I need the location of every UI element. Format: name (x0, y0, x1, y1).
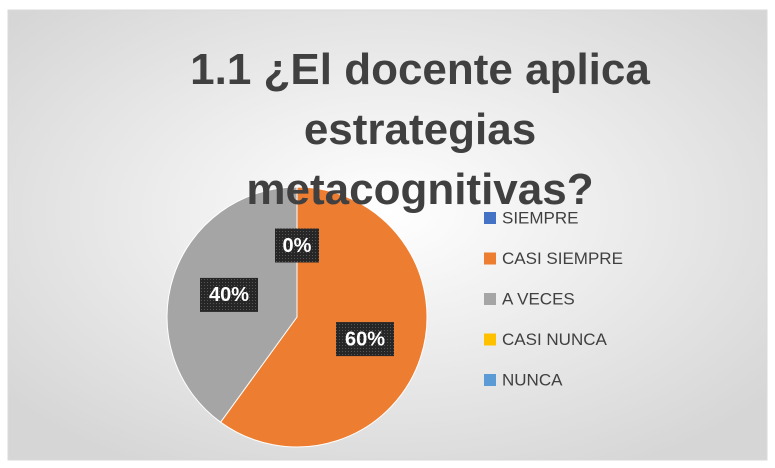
data-label: 60% (345, 328, 385, 350)
data-label: 0% (283, 235, 312, 257)
legend-label: NUNCA (502, 370, 563, 389)
legend-swatch (484, 333, 496, 346)
legend-label: CASI SIEMPRE (502, 249, 623, 268)
legend-swatch (484, 374, 496, 386)
data-label: 40% (209, 284, 249, 306)
legend-swatch (484, 212, 496, 224)
legend-label: A VECES (502, 289, 575, 308)
legend-swatch (484, 293, 496, 305)
pie-slice (219, 186, 428, 448)
data-label-box (336, 322, 395, 357)
legend-swatch (484, 252, 496, 265)
legend-label: SIEMPRE (502, 208, 579, 227)
chart-title: 1.1 ¿El docente aplica estrategias metac… (190, 45, 650, 214)
data-label-box (199, 277, 258, 312)
data-label-box (275, 228, 319, 263)
legend-label: CASI NUNCA (502, 330, 608, 349)
